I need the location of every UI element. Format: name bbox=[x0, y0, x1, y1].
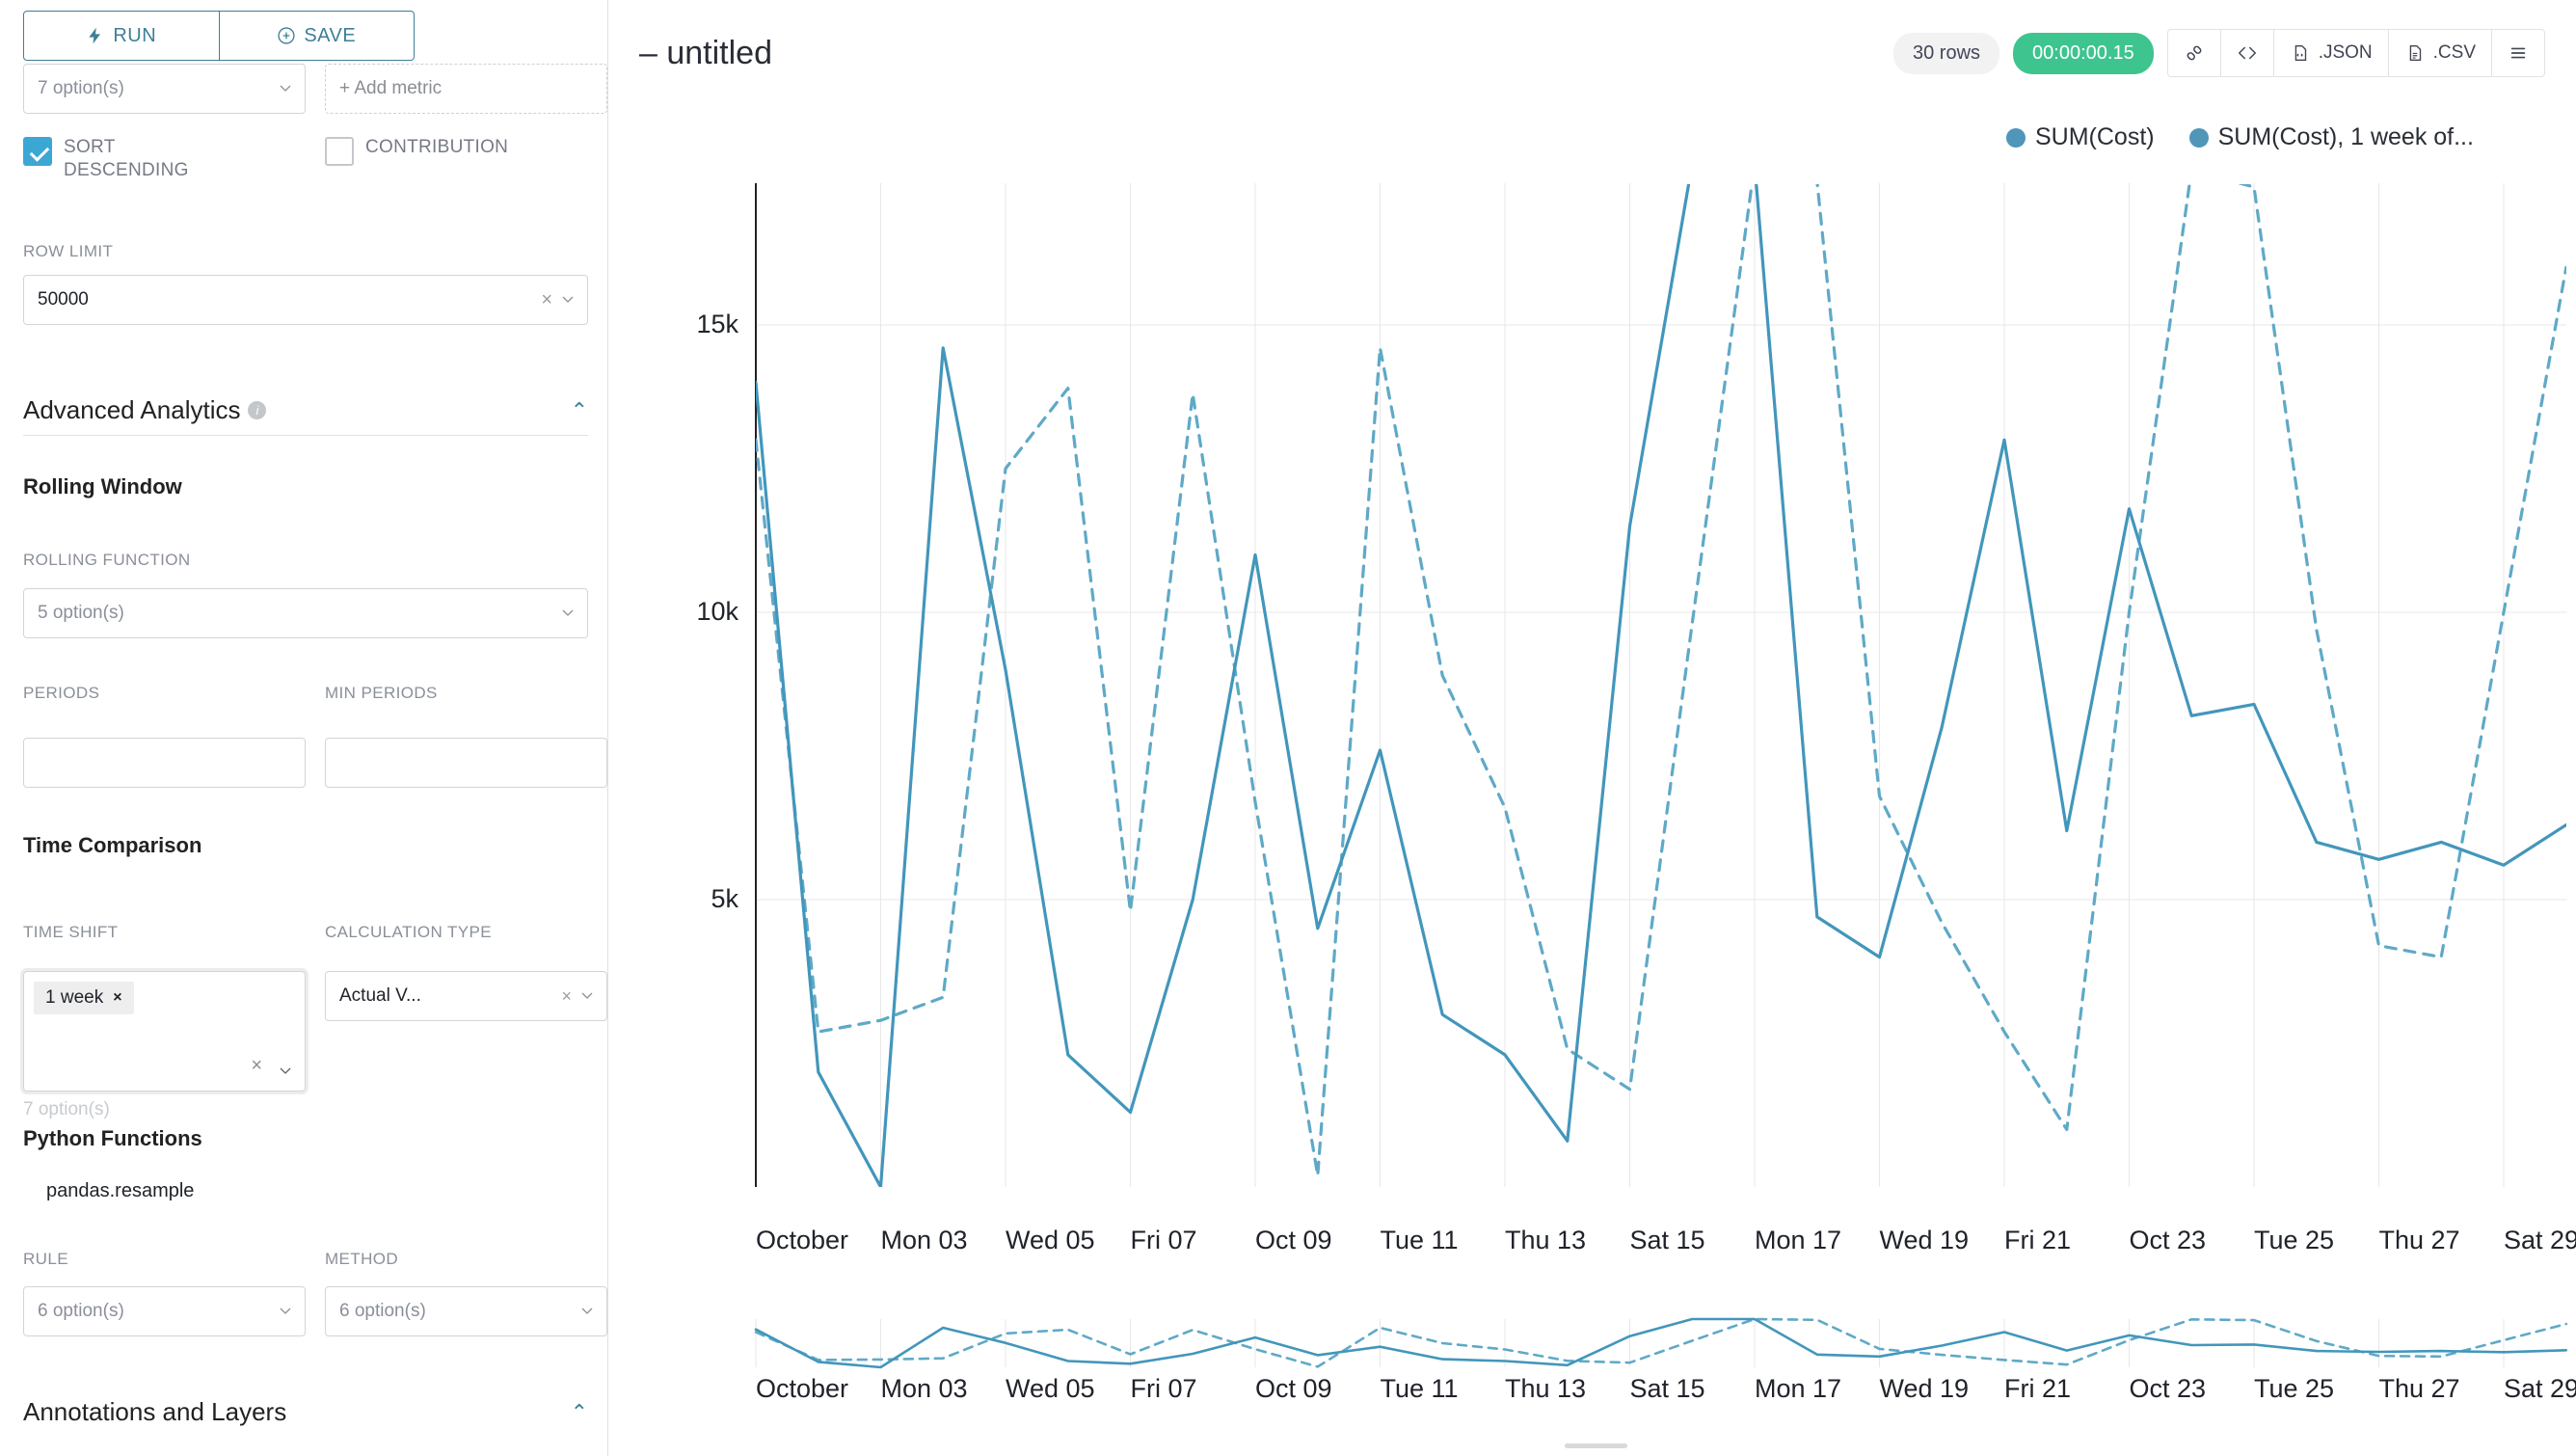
svg-text:15k: 15k bbox=[696, 310, 738, 338]
svg-text:5k: 5k bbox=[711, 884, 738, 913]
svg-text:Fri 07: Fri 07 bbox=[1131, 1226, 1197, 1254]
svg-text:Tue 11: Tue 11 bbox=[1381, 1226, 1459, 1254]
svg-text:Mon 17: Mon 17 bbox=[1755, 1226, 1841, 1254]
svg-text:Sat 29: Sat 29 bbox=[2504, 1374, 2576, 1403]
svg-text:Sat 15: Sat 15 bbox=[1630, 1226, 1705, 1254]
svg-text:Tue 25: Tue 25 bbox=[2254, 1374, 2334, 1403]
svg-text:Mon 17: Mon 17 bbox=[1755, 1374, 1841, 1403]
svg-text:Wed 05: Wed 05 bbox=[1006, 1226, 1095, 1254]
svg-text:Fri 21: Fri 21 bbox=[2004, 1226, 2071, 1254]
svg-text:Thu 27: Thu 27 bbox=[2379, 1226, 2460, 1254]
svg-text:Wed 19: Wed 19 bbox=[1880, 1226, 1970, 1254]
svg-text:Oct 09: Oct 09 bbox=[1255, 1374, 1332, 1403]
svg-text:Oct 23: Oct 23 bbox=[2130, 1226, 2207, 1254]
svg-text:Fri 07: Fri 07 bbox=[1131, 1374, 1197, 1403]
svg-text:Tue 11: Tue 11 bbox=[1381, 1374, 1459, 1403]
svg-text:Thu 13: Thu 13 bbox=[1505, 1374, 1586, 1403]
svg-text:Mon 03: Mon 03 bbox=[881, 1374, 968, 1403]
svg-text:Wed 19: Wed 19 bbox=[1880, 1374, 1970, 1403]
svg-text:Sat 29: Sat 29 bbox=[2504, 1226, 2576, 1254]
svg-text:Oct 09: Oct 09 bbox=[1255, 1226, 1332, 1254]
svg-text:10k: 10k bbox=[696, 597, 738, 626]
svg-text:Sat 15: Sat 15 bbox=[1630, 1374, 1705, 1403]
svg-text:Mon 03: Mon 03 bbox=[881, 1226, 968, 1254]
svg-text:October: October bbox=[756, 1226, 848, 1254]
svg-text:October: October bbox=[756, 1374, 848, 1403]
svg-text:Fri 21: Fri 21 bbox=[2004, 1374, 2071, 1403]
svg-text:Wed 05: Wed 05 bbox=[1006, 1374, 1095, 1403]
svg-text:Oct 23: Oct 23 bbox=[2130, 1374, 2207, 1403]
svg-text:Thu 13: Thu 13 bbox=[1505, 1226, 1586, 1254]
svg-text:Thu 27: Thu 27 bbox=[2379, 1374, 2460, 1403]
svg-text:Tue 25: Tue 25 bbox=[2254, 1226, 2334, 1254]
